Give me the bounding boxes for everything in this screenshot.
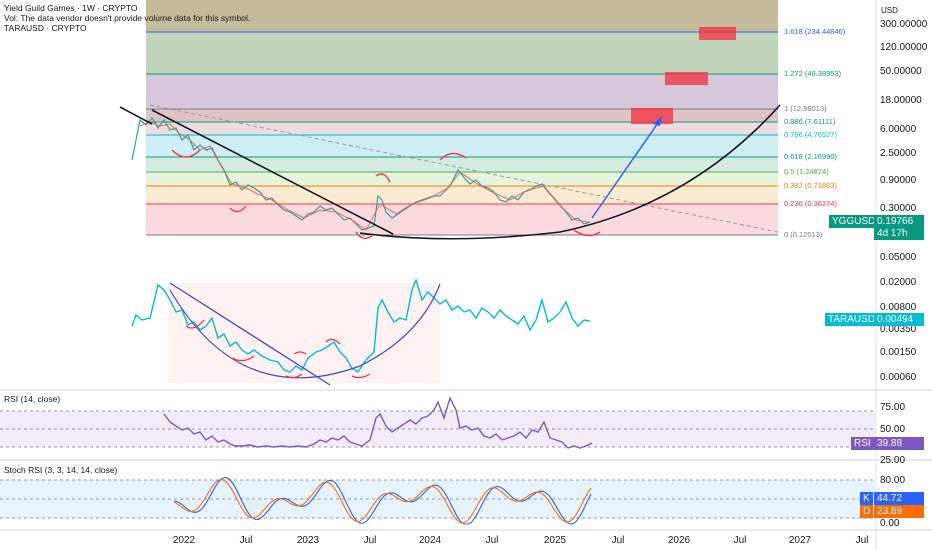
annotation-arcs[interactable]	[171, 149, 601, 239]
stoch-k-value: 44.72	[874, 492, 924, 505]
rsi-tick-label: 75.00	[880, 402, 905, 413]
rsi-tick-label: 50.00	[880, 424, 905, 435]
compare-symbol-label[interactable]: TARAUSD · CRYPTO	[4, 23, 87, 33]
fib-level-label: 0.786 (4.76527)	[784, 130, 837, 139]
price-tick-label: 6.00000	[880, 124, 917, 135]
price-tick-label: 0.00350	[880, 324, 917, 335]
rsi-value-tag: 39.88	[874, 437, 924, 450]
stoch-k-line[interactable]	[173, 476, 592, 525]
price-tick-label: 0.00060	[880, 372, 917, 383]
tara-symbol-tag: TARAUSD	[825, 313, 879, 326]
ygg-price-tag: 0.19766	[874, 215, 924, 228]
price-axis[interactable]: 300.00000 120.00000 50.00000 18.00000 6.0000…	[880, 19, 928, 383]
price-tick-label: 50.00000	[880, 66, 922, 77]
stoch-d-label: D	[860, 505, 874, 518]
ygg-countdown-tag: 4d 17h	[874, 227, 924, 240]
time-axis[interactable]: 2022 Jul 2023 Jul 2024 Jul 2025 Jul 2026 Jul 2027 J…	[173, 535, 869, 546]
projection-arrow[interactable]	[591, 119, 661, 219]
ygg-price-series[interactable]	[131, 116, 591, 231]
fib-level-label: 0.618 (2.16990)	[784, 152, 837, 161]
fib-level-label: 1.618 (234.44846)	[784, 27, 846, 36]
price-tick-label: 0.05000	[880, 252, 917, 263]
rsi-tick-label: 25.00	[880, 455, 905, 466]
fib-level-label: 1 (12.98013)	[784, 104, 827, 113]
price-tick-label: 0.00150	[880, 347, 917, 358]
time-tick-label: Jul	[240, 535, 253, 546]
price-tick-label: 18.00000	[880, 95, 922, 106]
stoch-k-label: K	[860, 492, 873, 505]
target-box-2[interactable]	[665, 72, 708, 85]
fib-level-label: 1.272 (46.38953)	[784, 69, 842, 78]
dashed-trendline[interactable]	[149, 104, 779, 233]
tara-series[interactable]	[131, 277, 591, 373]
stoch-title[interactable]: Stoch RSI (3, 3, 14, 14, close)	[4, 465, 118, 475]
price-tick-label: 0.90000	[880, 175, 917, 186]
price-tick-label: 300.00000	[880, 19, 928, 30]
fib-level-label: 0.236 (0.36274)	[784, 199, 837, 208]
volume-note: Vol: The data vendor doesn't provide vol…	[4, 13, 251, 23]
fib-level-label: 0.5 (1.24874)	[784, 167, 829, 176]
stoch-d-line[interactable]	[173, 478, 592, 524]
price-tick-label: 0.02000	[880, 277, 917, 288]
currency-label[interactable]: USD	[881, 6, 898, 15]
rsi-title[interactable]: RSI (14, close)	[4, 394, 61, 404]
stoch-tick-label: 80.00	[880, 475, 905, 486]
stoch-d-value: 23.89	[874, 505, 924, 518]
price-tick-label: 2.50000	[880, 148, 917, 159]
ygg-symbol-tag: YGGUSD	[829, 215, 879, 228]
time-tick-label: Jul	[734, 535, 747, 546]
time-tick-label: Jul	[612, 535, 625, 546]
price-tick-label: 120.00000	[880, 42, 928, 53]
rsi-label-tag: RSI	[851, 437, 874, 450]
fib-level-label: 0 (0.12013)	[784, 230, 823, 239]
rsi-line[interactable]	[163, 396, 593, 449]
time-tick-label: Jul	[364, 535, 377, 546]
time-tick-label: 2026	[668, 535, 691, 546]
chart-title[interactable]: Yield Guild Games · 1W · CRYPTO	[4, 3, 138, 13]
price-tick-label: 0.30000	[880, 203, 917, 214]
time-tick-label: Jul	[486, 535, 499, 546]
time-tick-label: 2027	[789, 535, 812, 546]
rsi-axis: 75.00 50.00 25.00	[880, 402, 905, 466]
target-box-1[interactable]	[699, 27, 736, 40]
stoch-tick-label: 0.00	[880, 518, 900, 529]
time-tick-label: 2024	[419, 535, 442, 546]
time-tick-label: 2025	[544, 535, 567, 546]
downtrend-line[interactable]	[151, 109, 394, 235]
time-tick-label: 2023	[297, 535, 320, 546]
target-box-3[interactable]	[631, 108, 673, 124]
fib-level-label: 0.382 (0.71863)	[784, 181, 837, 190]
fib-level-label: 0.886 (7.61111)	[784, 117, 836, 126]
price-tick-label: 0.00800	[880, 302, 917, 313]
fib-retracement[interactable]: 1.618 (234.44846) 1.272 (46.38953) 1 (12.9…	[146, 0, 846, 239]
time-tick-label: 2022	[173, 535, 196, 546]
tara-price-tag: 0.00494	[874, 313, 924, 326]
cup-curve[interactable]	[359, 104, 781, 240]
time-tick-label: Jul	[856, 535, 869, 546]
